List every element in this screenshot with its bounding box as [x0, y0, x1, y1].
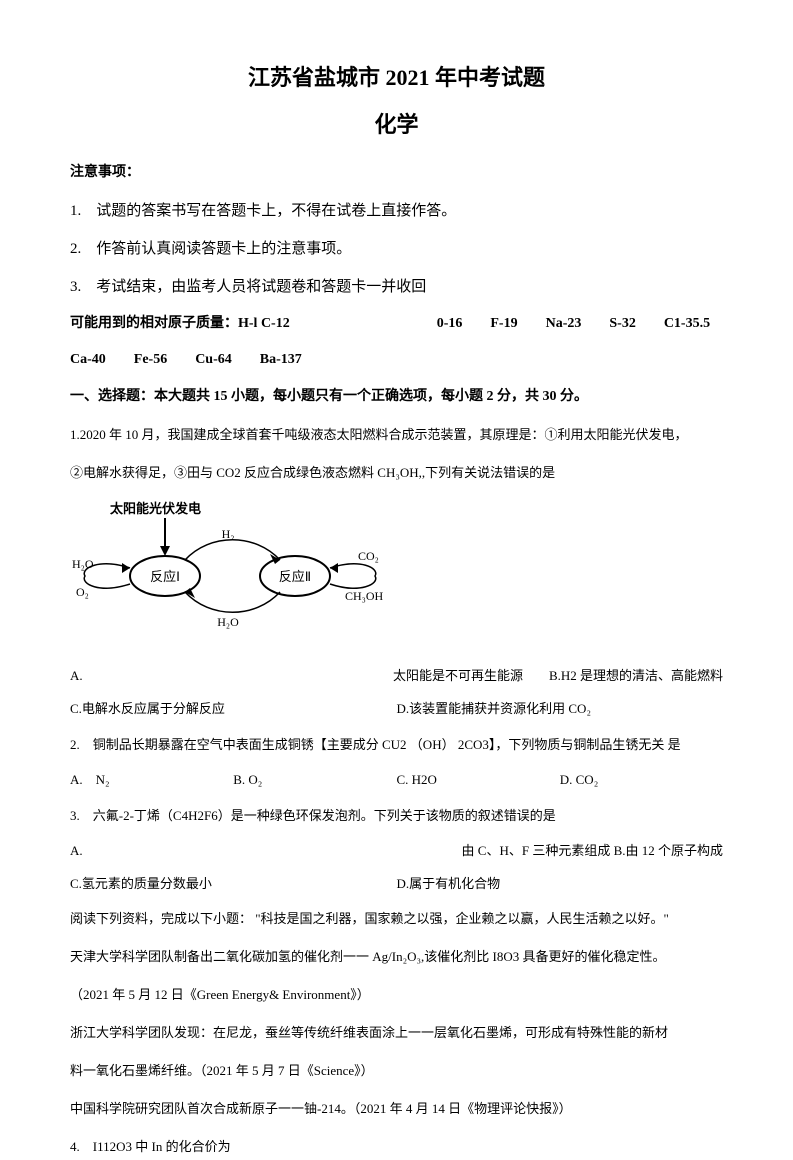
- question-3-options-ab: A. 由 C、H、F 三种元素组成 B.由 12 个原子构成: [70, 841, 723, 862]
- diagram-co2-right: CO₂: [358, 549, 379, 563]
- atomic-mass-line-2: Ca-40 Fe-56 Cu-64 Ba-137: [70, 349, 723, 371]
- q3-option-a-right: 由 C、H、F 三种元素组成 B.由 12 个原子构成: [462, 841, 723, 862]
- atomic-mass-prefix: 可能用到的相对原子质量：H-l C-12: [70, 316, 290, 331]
- page-title-subject: 化学: [70, 107, 723, 142]
- q1-option-a-right: 太阳能是不可再生能源 B.H2 是理想的清洁、高能燃料: [393, 666, 723, 687]
- notice-heading: 注意事项：: [70, 162, 723, 184]
- reading-p3: （2021 年 5 月 12 日《Green Energy& Environme…: [70, 982, 723, 1008]
- diagram-label-top: 太阳能光伏发电: [109, 501, 201, 516]
- diagram-o2-left: O₂: [76, 585, 89, 599]
- reading-p2: 天津大学科学团队制备出二氧化碳加氢的催化剂一一 Ag/In₂O₃,该催化剂比 I…: [70, 944, 723, 970]
- diagram-ch3oh-right: CH₃OH: [345, 589, 384, 603]
- instruction-1: 1. 试题的答案书写在答题卡上，不得在试卷上直接作答。: [70, 199, 723, 223]
- question-3-text: 3. 六氟-2-丁烯（C4H2F6）是一种绿色环保发泡剂。下列关于该物质的叙述错…: [70, 803, 723, 829]
- q2-option-d: D. CO₂: [560, 770, 723, 791]
- atomic-mass-line-1: 可能用到的相对原子质量：H-l C-12 0-16 F-19 Na-23 S-3…: [70, 313, 723, 335]
- reading-p6: 中国科学院研究团队首次合成新原子一一铀-214。（2021 年 4 月 14 日…: [70, 1096, 723, 1122]
- q3-option-d: D.属于有机化合物: [397, 874, 724, 895]
- q1-option-a: A.: [70, 666, 83, 687]
- instruction-3: 3. 考试结束，由监考人员将试题卷和答题卡一并收回: [70, 275, 723, 299]
- reaction-diagram: 太阳能光伏发电 反应Ⅰ H₂O O₂ H₂ H₂O 反应Ⅱ CO₂ CH₃OH: [70, 498, 723, 656]
- q2-option-c: C. H2O: [397, 770, 560, 791]
- atomic-mass-values: 0-16 F-19 Na-23 S-32 C1-35.5: [437, 316, 710, 331]
- diagram-reaction-1: 反应Ⅰ: [150, 569, 180, 584]
- instruction-2: 2. 作答前认真阅读答题卡上的注意事项。: [70, 237, 723, 261]
- question-1-line-1: 1.2020 年 10 月，我国建成全球首套千吨级液态太阳燃料合成示范装置，其原…: [70, 422, 723, 448]
- question-2-text: 2. 铜制品长期暴露在空气中表面生成铜锈【主要成分 CU2 （OH） 2CO3】…: [70, 732, 723, 758]
- section-1-title: 一、选择题：本大题共 15 小题，每小题只有一个正确选项，每小题 2 分，共 3…: [70, 386, 723, 408]
- question-1-line-2: ②电解水获得足，③田与 CO2 反应合成绿色液态燃料 CH₃OH,,下列有关说法…: [70, 460, 723, 486]
- question-1-options-cd: C.电解水反应属于分解反应 D.该装置能捕获并资源化利用 CO₂: [70, 699, 723, 720]
- q3-option-a: A.: [70, 841, 83, 862]
- q2-option-b: B. O₂: [233, 770, 396, 791]
- diagram-reaction-2: 反应Ⅱ: [279, 569, 311, 584]
- question-4-text: 4. I112O3 中 In 的化合价为: [70, 1134, 723, 1160]
- reading-p1: 阅读下列资料，完成以下小题： "科技是国之利器，国家赖之以强，企业赖之以赢，人民…: [70, 906, 723, 932]
- diagram-h2o-bottom: H₂O: [217, 615, 239, 629]
- question-1-options-ab: A. 太阳能是不可再生能源 B.H2 是理想的清洁、高能燃料: [70, 666, 723, 687]
- question-3-options-cd: C.氢元素的质量分数最小 D.属于有机化合物: [70, 874, 723, 895]
- q1-option-d: D.该装置能捕获并资源化利用 CO₂: [397, 699, 724, 720]
- question-2-options: A. N₂ B. O₂ C. H2O D. CO₂: [70, 770, 723, 791]
- reading-p5: 料一氧化石墨烯纤维。（2021 年 5 月 7 日《Science》）: [70, 1058, 723, 1084]
- diagram-h2o-left: H₂O: [72, 557, 94, 571]
- reading-p4: 浙江大学科学团队发现：在尼龙，蚕丝等传统纤维表面涂上一一层氧化石墨烯，可形成有特…: [70, 1020, 723, 1046]
- page-title-main: 江苏省盐城市 2021 年中考试题: [70, 60, 723, 95]
- q1-option-c: C.电解水反应属于分解反应: [70, 699, 397, 720]
- q2-option-a: A. N₂: [70, 770, 233, 791]
- q3-option-c: C.氢元素的质量分数最小: [70, 874, 397, 895]
- diagram-h2-top: H₂: [222, 527, 235, 541]
